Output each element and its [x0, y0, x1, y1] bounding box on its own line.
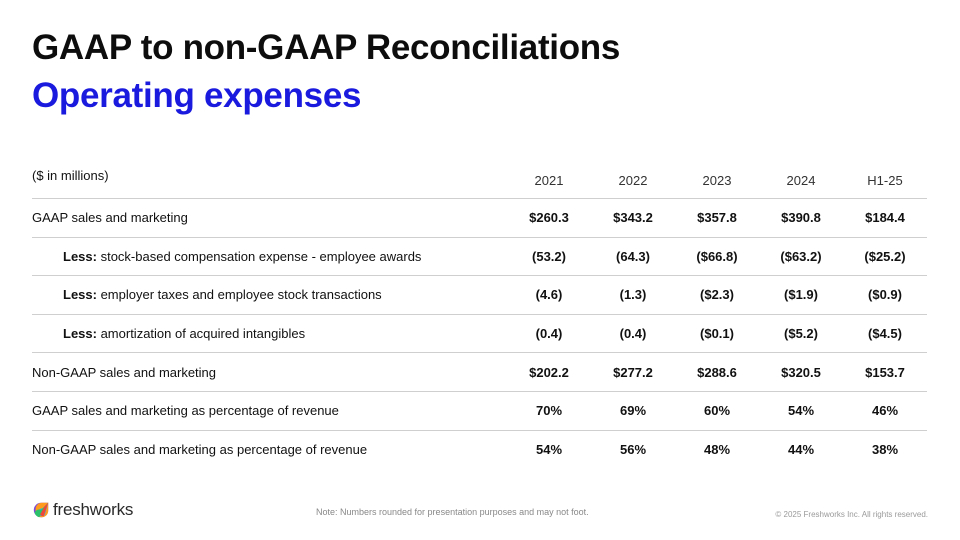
cell-value: $202.2: [507, 352, 591, 392]
cell-value: $390.8: [759, 198, 843, 238]
row-label: GAAP sales and marketing: [32, 198, 507, 238]
cell-value: ($0.9): [843, 275, 927, 315]
row-label-text: GAAP sales and marketing: [32, 210, 188, 226]
cell-value: 44%: [787, 441, 815, 457]
table-row: GAAP sales and marketing $260.3 $343.2 $357…: [32, 198, 927, 238]
row-label-prefix: Less:: [63, 287, 97, 303]
unit-label: ($ in millions): [32, 157, 507, 199]
cell-value: ($5.2): [759, 314, 843, 354]
cell-value: 56%: [619, 441, 647, 457]
table-header-row: ($ in millions) 2021 2022 2023 2024 H1-2…: [32, 157, 927, 199]
column-header: H1-25: [843, 157, 927, 199]
cell-value: $260.3: [507, 198, 591, 238]
cell-value: (64.3): [591, 237, 675, 277]
table-row: Less: employer taxes and employee stock …: [32, 275, 927, 315]
cell-value: $288.6: [675, 352, 759, 392]
row-label: GAAP sales and marketing as percentage o…: [32, 391, 507, 431]
cell-value: ($0.1): [675, 314, 759, 354]
row-label-prefix: Less:: [63, 326, 97, 342]
row-label-text: amortization of acquired intangibles: [96, 326, 306, 342]
cell-value: ($1.9): [759, 275, 843, 315]
cell-value: 70%: [507, 391, 591, 431]
cell-value: $343.2: [591, 198, 675, 238]
row-label: Less: amortization of acquired intangibl…: [32, 314, 507, 354]
reconciliation-table: ($ in millions) 2021 2022 2023 2024 H1-2…: [32, 157, 927, 468]
row-label-text: Non-GAAP sales and marketing: [32, 364, 217, 380]
cell-value: $320.5: [759, 352, 843, 392]
column-header: 2024: [759, 157, 843, 199]
row-label: Less: employer taxes and employee stock …: [32, 275, 507, 315]
freshworks-logo-icon: [33, 502, 49, 518]
cell-value: $153.7: [843, 352, 927, 392]
cell-value: $357.8: [675, 198, 759, 238]
column-header: 2022: [591, 157, 675, 199]
cell-value: ($66.8): [675, 237, 759, 277]
column-header: 2023: [675, 157, 759, 199]
cell-value: 46%: [843, 391, 927, 431]
cell-value: ($4.5): [843, 314, 927, 354]
row-label-text: GAAP sales and marketing as percentage o…: [32, 403, 339, 419]
column-header: 2021: [507, 157, 591, 199]
cell-value: (0.4): [591, 314, 675, 354]
table-row: Non-GAAP sales and marketing $202.2 $277.2…: [32, 352, 927, 392]
cell-value: ($2.3): [675, 275, 759, 315]
table-row: Less: amortization of acquired intangibl…: [32, 314, 927, 354]
cell-value: 69%: [591, 391, 675, 431]
cell-value: ($63.2): [759, 237, 843, 277]
cell-value: 48%: [703, 441, 731, 457]
cell-value: 60%: [675, 391, 759, 431]
row-label: Less: stock-based compensation expense -…: [32, 237, 507, 277]
logo-text: freshworks: [53, 500, 134, 519]
cell-value: 54%: [759, 391, 843, 431]
page-title: GAAP to non-GAAP Reconciliations: [32, 28, 621, 67]
cell-value: $277.2: [591, 352, 675, 392]
cell-value: 54%: [535, 441, 563, 457]
row-label: Non-GAAP sales and marketing: [32, 352, 507, 392]
copyright: © 2025 Freshworks Inc. All rights reserv…: [775, 510, 928, 519]
table-body: GAAP sales and marketing $260.3 $343.2 $357…: [32, 198, 927, 469]
table-row: Non-GAAP sales and marketing as percenta…: [32, 430, 927, 468]
cell-value: 38%: [871, 441, 899, 457]
table-row: Less: stock-based compensation expense -…: [32, 237, 927, 277]
cell-value: $184.4: [843, 198, 927, 238]
row-label-text: employer taxes and employee stock transa…: [96, 287, 382, 303]
row-label-text: Non-GAAP sales and marketing as percenta…: [32, 441, 368, 457]
footnote: Note: Numbers rounded for presentation p…: [316, 507, 589, 517]
freshworks-logo: freshworks: [32, 498, 133, 522]
row-label-text: stock-based compensation expense - emplo…: [96, 248, 422, 264]
row-label: Non-GAAP sales and marketing as percenta…: [32, 430, 507, 468]
row-label-prefix: Less:: [63, 248, 97, 264]
cell-value: (1.3): [591, 275, 675, 315]
page-subtitle: Operating expenses: [32, 76, 362, 115]
cell-value: ($25.2): [843, 237, 927, 277]
cell-value: (0.4): [507, 314, 591, 354]
cell-value: (53.2): [507, 237, 591, 277]
table-row: GAAP sales and marketing as percentage o…: [32, 391, 927, 431]
cell-value: (4.6): [507, 275, 591, 315]
